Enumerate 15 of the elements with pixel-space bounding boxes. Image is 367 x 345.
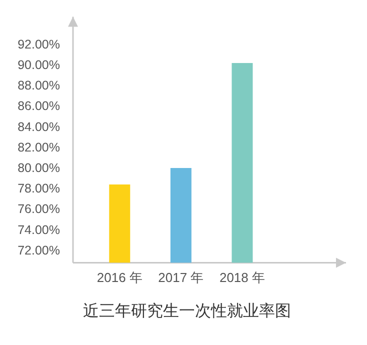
y-tick-label: 88.00%: [18, 78, 60, 93]
y-tick-label: 76.00%: [18, 202, 60, 216]
x-tick-label: 2017 年: [158, 270, 204, 285]
y-tick-label: 92.00%: [18, 37, 60, 52]
y-tick-label: 84.00%: [18, 120, 60, 134]
y-tick-label: 90.00%: [18, 58, 60, 72]
x-tick-label: 2018 年: [219, 270, 266, 285]
y-tick-label: 86.00%: [18, 99, 60, 114]
y-tick-label: 78.00%: [18, 182, 60, 196]
y-tick-label: 74.00%: [18, 222, 60, 237]
y-tick-label: 72.00%: [18, 243, 60, 258]
x-tick-label: 2016 年: [96, 270, 142, 285]
text: 近三年研究生一次性就业率图: [83, 302, 291, 320]
y-tick-label: 82.00%: [18, 140, 60, 154]
y-tick-label: 80.00%: [18, 161, 60, 176]
